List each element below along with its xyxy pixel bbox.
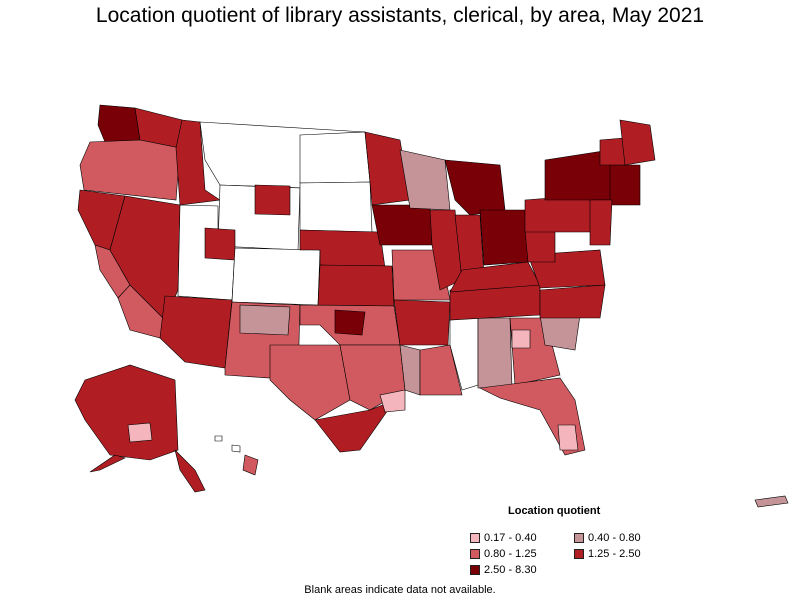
region-washington-west: [97, 104, 141, 143]
hawaii: [214, 435, 259, 476]
region-michigan: [444, 159, 506, 216]
region-colorado: [231, 247, 321, 306]
legend: Location quotient 0.17 - 0.40 0.40 - 0.8…: [470, 505, 670, 576]
region-utah-east: [204, 227, 236, 261]
legend-label: 0.17 - 0.40: [484, 531, 537, 544]
region-oregon: [79, 139, 181, 201]
region-maine: [619, 119, 656, 166]
region-hawaii-oahu: [214, 435, 223, 442]
legend-swatch: [470, 564, 480, 575]
legend-label: 0.80 - 1.25: [484, 547, 537, 560]
region-alaska-aleutians: [89, 454, 126, 473]
region-pennsylvania: [524, 194, 593, 233]
puerto-rico: [754, 495, 789, 508]
legend-title: Location quotient: [508, 505, 601, 517]
legend-label: 2.50 - 8.30: [484, 563, 537, 576]
region-alaska-panhandle: [174, 449, 206, 493]
region-north-carolina: [539, 284, 606, 319]
region-wyoming-area: [254, 184, 291, 216]
legend-item: 1.25 - 2.50: [574, 547, 674, 560]
region-vermont-nh: [599, 137, 626, 166]
region-louisiana: [419, 344, 463, 396]
region-new-jersey-md: [589, 199, 613, 246]
region-alabama: [477, 317, 513, 389]
legend-item: 0.80 - 1.25: [470, 547, 574, 560]
legend-item: 0.40 - 0.80: [574, 531, 674, 544]
region-hawaii-big-island: [242, 454, 259, 476]
legend-swatch: [574, 548, 584, 559]
region-south-dakota: [299, 181, 373, 233]
legend-label: 0.40 - 0.80: [588, 531, 641, 544]
region-illinois: [429, 209, 463, 291]
region-west-virginia: [524, 229, 556, 263]
region-new-mexico-north: [239, 304, 291, 336]
region-south-carolina: [539, 314, 581, 351]
legend-grid: 0.17 - 0.40 0.40 - 0.80 0.80 - 1.25 1.25…: [470, 531, 670, 576]
contiguous-us: [77, 104, 656, 456]
region-georgia-north: [511, 329, 531, 349]
region-wisconsin: [399, 149, 451, 211]
region-puerto-rico: [754, 495, 789, 508]
region-texas-west: [269, 344, 351, 421]
region-north-dakota: [299, 131, 371, 184]
region-texas-houston: [379, 389, 406, 413]
legend-label: 1.25 - 2.50: [588, 547, 641, 560]
region-oklahoma-east: [334, 309, 366, 336]
region-alaska: [74, 364, 179, 461]
region-florida-south: [557, 424, 579, 451]
legend-item: 0.17 - 0.40: [470, 531, 574, 544]
region-ohio: [479, 209, 529, 266]
legend-item: 2.50 - 8.30: [470, 563, 574, 576]
map-title: Location quotient of library assistants,…: [95, 4, 705, 27]
legend-swatch: [574, 532, 584, 543]
legend-swatch: [470, 548, 480, 559]
region-alaska-southwest: [127, 422, 153, 443]
legend-swatch: [470, 532, 480, 543]
alaska: [74, 364, 206, 493]
region-minnesota: [364, 131, 411, 206]
region-new-england-south: [609, 164, 641, 206]
region-arizona: [159, 295, 233, 369]
region-hawaii-maui: [231, 444, 241, 453]
region-kansas: [317, 264, 395, 307]
region-iowa: [371, 204, 433, 246]
region-texas-gulf: [314, 399, 396, 453]
region-arkansas: [393, 299, 451, 346]
footnote: Blank areas indicate data not available.: [304, 584, 496, 596]
